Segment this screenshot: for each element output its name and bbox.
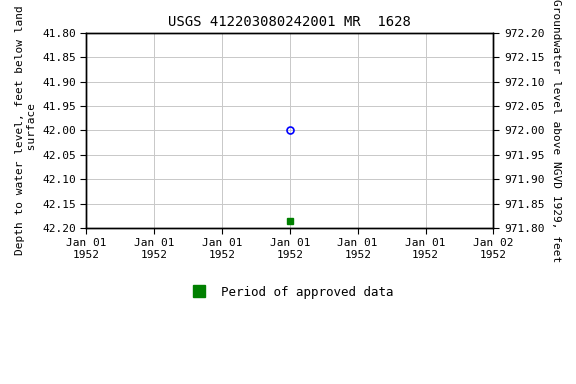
Y-axis label: Depth to water level, feet below land
 surface: Depth to water level, feet below land su… xyxy=(15,6,37,255)
Title: USGS 412203080242001 MR  1628: USGS 412203080242001 MR 1628 xyxy=(168,15,411,29)
Legend: Period of approved data: Period of approved data xyxy=(181,281,399,304)
Y-axis label: Groundwater level above NGVD 1929, feet: Groundwater level above NGVD 1929, feet xyxy=(551,0,561,262)
